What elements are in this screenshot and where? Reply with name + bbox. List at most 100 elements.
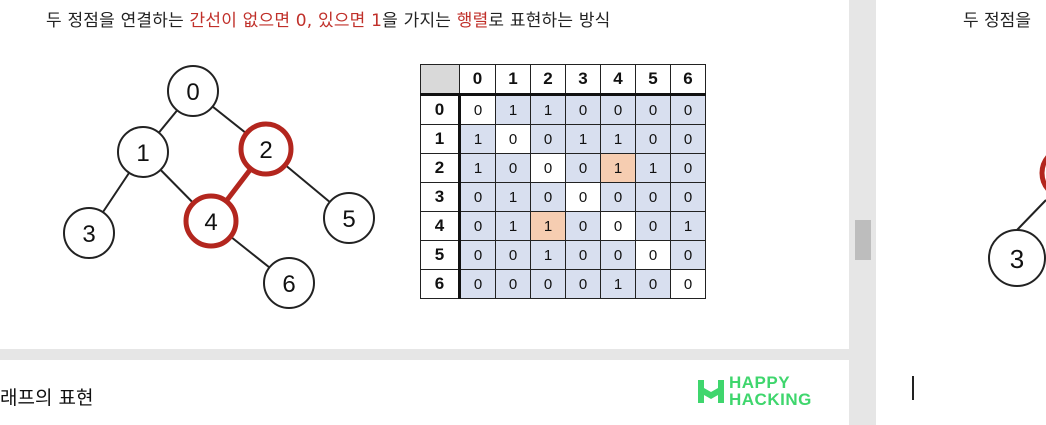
matrix-cell: 0	[530, 269, 566, 299]
matrix-cell: 1	[670, 211, 706, 241]
matrix-cell-highlighted: 1	[530, 211, 566, 241]
matrix-row: 5 0 0 1 0 0 0 0	[420, 240, 706, 270]
matrix-cell: 0	[565, 211, 601, 241]
matrix-cell: 0	[530, 153, 566, 183]
matrix-cell: 0	[635, 182, 671, 212]
matrix-row-header: 6	[420, 269, 461, 299]
matrix-cell: 1	[495, 211, 531, 241]
matrix-cell: 0	[635, 94, 671, 125]
node-label: 3	[82, 221, 95, 248]
matrix-cell: 0	[495, 153, 531, 183]
logo-line: HACKING	[729, 390, 812, 409]
matrix-corner	[420, 64, 460, 96]
graph-node-2	[238, 121, 294, 177]
matrix-row: 0 0 1 1 0 0 0 0	[420, 94, 706, 125]
matrix-cell: 0	[670, 182, 706, 212]
headline-highlight: 간선이 없으면 0, 있으면 1	[189, 11, 383, 31]
matrix-col-header: 6	[670, 64, 706, 96]
matrix-row-header: 1	[420, 124, 461, 154]
matrix-cell: 0	[670, 124, 706, 154]
node-label: 3	[1010, 244, 1024, 274]
matrix-col-header: 4	[600, 64, 636, 96]
right-graph-diagram: 3	[988, 155, 1046, 287]
matrix-cell: 0	[530, 182, 566, 212]
graph-node-5	[323, 192, 375, 244]
matrix-cell: 1	[530, 240, 566, 270]
matrix-row: 4 0 1 1 0 0 0 1	[420, 211, 706, 241]
matrix-cell: 1	[565, 124, 601, 154]
headline-part: 로 표현하는 방식	[488, 11, 611, 31]
matrix-row-header: 2	[420, 153, 461, 183]
matrix-cell: 1	[600, 124, 636, 154]
right-graph-node-partial	[1039, 155, 1046, 191]
headline-part: 을 가지는	[382, 11, 457, 31]
matrix-cell: 0	[565, 94, 601, 125]
matrix-cell-highlighted: 1	[600, 153, 636, 183]
matrix-row-header: 5	[420, 240, 461, 270]
matrix-cell: 1	[459, 124, 496, 154]
matrix-row-header: 4	[420, 211, 461, 241]
matrix-cell: 0	[495, 124, 531, 154]
matrix-header-row: 0 1 2 3 4 5 6	[420, 64, 706, 96]
node-label: 2	[259, 137, 272, 164]
right-slide-panel	[876, 0, 1046, 425]
logo-line: HAPPY	[729, 373, 791, 392]
matrix-col-header: 5	[635, 64, 671, 96]
node-label: 6	[282, 271, 295, 298]
matrix-row-header: 0	[420, 94, 461, 125]
matrix-cell: 0	[635, 124, 671, 154]
matrix-cell: 0	[635, 211, 671, 241]
graph-node-3	[63, 207, 115, 259]
graph-node-4	[183, 193, 239, 249]
happy-hacking-logo-icon	[698, 380, 724, 403]
graph-node-6	[263, 257, 315, 309]
headline-highlight: 행렬	[456, 11, 489, 31]
node-label: 4	[204, 209, 217, 236]
matrix-cell: 0	[530, 124, 566, 154]
matrix-cell: 0	[635, 240, 671, 270]
matrix-cell: 0	[565, 153, 601, 183]
matrix-cell: 0	[565, 269, 601, 299]
matrix-cell: 1	[459, 153, 496, 183]
matrix-cell: 0	[600, 94, 636, 125]
matrix-cell: 0	[565, 182, 601, 212]
matrix-cell: 0	[670, 240, 706, 270]
matrix-row: 1 1 0 0 1 1 0 0	[420, 124, 706, 154]
text-cursor	[912, 376, 914, 400]
matrix-row: 3 0 1 0 0 0 0 0	[420, 182, 706, 212]
matrix-row: 6 0 0 0 0 1 0 0	[420, 269, 706, 299]
matrix-cell: 0	[670, 94, 706, 125]
right-graph-node-3	[988, 229, 1046, 287]
matrix-cell: 0	[600, 182, 636, 212]
matrix-cell: 0	[495, 240, 531, 270]
matrix-cell: 0	[635, 269, 671, 299]
matrix-cell: 1	[635, 153, 671, 183]
right-slide-headline: 두 정점을	[963, 11, 1031, 31]
graph-diagram: 0 1 2 3 4 5 6	[63, 65, 375, 309]
matrix-cell: 0	[600, 240, 636, 270]
matrix-cell: 1	[530, 94, 566, 125]
matrix-cell: 0	[495, 269, 531, 299]
matrix-cell: 1	[495, 182, 531, 212]
matrix-cell: 1	[600, 269, 636, 299]
slide-headline: 두 정점을 연결하는 간선이 없으면 0, 있으면 1을 가지는 행렬로 표현하…	[46, 6, 806, 34]
graph-node-1	[117, 126, 169, 178]
adjacency-matrix: 0 1 2 3 4 5 6 0 0 1 1 0 0 0 0 1 1 0 0 1 …	[420, 64, 706, 299]
matrix-cell: 0	[459, 182, 496, 212]
next-slide-title: 래프의 표현	[0, 387, 94, 409]
matrix-cell: 1	[495, 94, 531, 125]
matrix-col-header: 1	[495, 64, 531, 96]
matrix-row-header: 3	[420, 182, 461, 212]
scrollbar-thumb[interactable]	[855, 220, 871, 260]
scroll-track[interactable]	[849, 0, 876, 425]
matrix-col-header: 0	[459, 64, 496, 96]
matrix-col-header: 3	[565, 64, 601, 96]
matrix-col-header: 2	[530, 64, 566, 96]
graph-node-0	[167, 65, 219, 117]
matrix-cell: 0	[459, 269, 496, 299]
matrix-cell: 0	[600, 211, 636, 241]
matrix-row: 2 1 0 0 0 1 1 0	[420, 153, 706, 183]
happy-hacking-logo-text: HAPPY HACKING	[729, 374, 812, 408]
node-label: 1	[136, 140, 149, 167]
right-edge	[1016, 199, 1046, 231]
